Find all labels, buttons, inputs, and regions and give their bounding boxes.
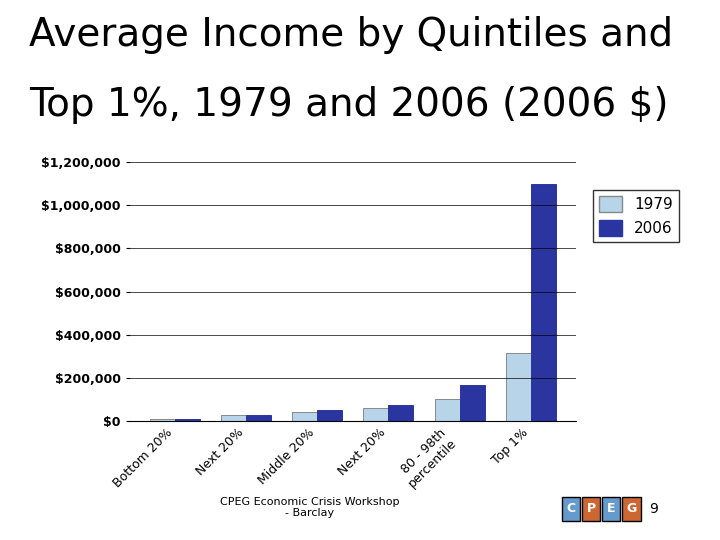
- Bar: [531, 184, 556, 421]
- Bar: [364, 408, 388, 421]
- Text: E: E: [607, 502, 616, 516]
- Bar: [459, 385, 485, 421]
- Bar: [292, 411, 318, 421]
- Bar: [388, 405, 413, 421]
- Legend: 1979, 2006: 1979, 2006: [593, 190, 679, 242]
- Bar: [506, 353, 531, 421]
- Text: CPEG Economic Crisis Workshop
- Barclay: CPEG Economic Crisis Workshop - Barclay: [220, 497, 400, 518]
- Bar: [246, 415, 271, 421]
- Text: 9: 9: [649, 502, 658, 516]
- Bar: [175, 418, 199, 421]
- Text: G: G: [626, 502, 636, 516]
- Text: C: C: [567, 502, 575, 516]
- Text: Average Income by Quintiles and: Average Income by Quintiles and: [29, 16, 673, 54]
- Text: P: P: [587, 502, 595, 516]
- Bar: [221, 415, 246, 421]
- Bar: [318, 410, 342, 421]
- Text: Top 1%, 1979 and 2006 (2006 $): Top 1%, 1979 and 2006 (2006 $): [29, 86, 668, 124]
- Bar: [150, 419, 175, 421]
- Bar: [435, 399, 459, 421]
